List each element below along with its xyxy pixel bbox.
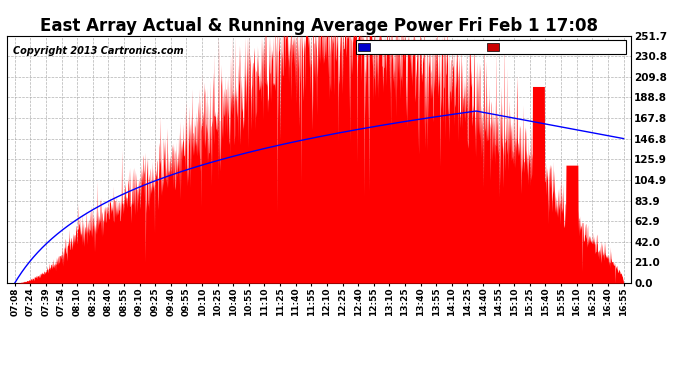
Text: Copyright 2013 Cartronics.com: Copyright 2013 Cartronics.com bbox=[13, 45, 184, 56]
Legend: Average  (DC Watts), East Array  (DC Watts): Average (DC Watts), East Array (DC Watts… bbox=[356, 40, 627, 54]
Title: East Array Actual & Running Average Power Fri Feb 1 17:08: East Array Actual & Running Average Powe… bbox=[40, 18, 598, 36]
